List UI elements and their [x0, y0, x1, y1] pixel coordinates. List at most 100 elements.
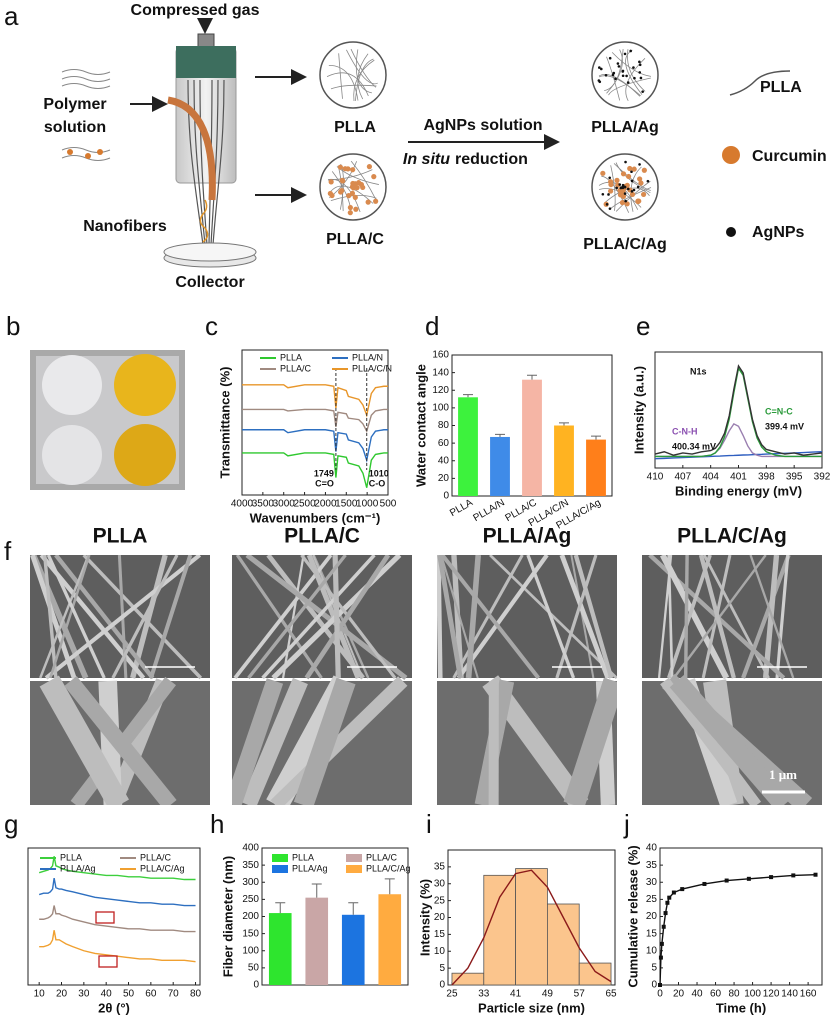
sem-fiber [775, 555, 790, 679]
panel-letter: a [4, 1, 19, 31]
agnp-dot [616, 62, 620, 65]
series-line [39, 905, 196, 933]
legend-agnp [726, 227, 736, 237]
x-tick-label: 0 [657, 989, 663, 1000]
series-line [38, 856, 196, 881]
process-label: AgNPs solution [423, 117, 542, 134]
sem-fiber [573, 555, 614, 679]
annotation: N1s [690, 366, 707, 376]
sem-fiber [54, 555, 155, 680]
y-tick-label: 15 [434, 929, 446, 940]
agnp-dot [617, 65, 621, 68]
agnp-dot [614, 77, 617, 81]
sem-fiber [698, 555, 736, 679]
agnp-dot [626, 81, 630, 84]
error-bar [591, 435, 601, 440]
point [724, 878, 729, 883]
y-tick-label: 5 [651, 963, 657, 974]
sem-fiber [261, 555, 376, 680]
sample-label: PLLA/C [326, 231, 384, 248]
x-tick-label: 1000 [356, 499, 379, 510]
curcumin-dot [608, 188, 614, 194]
panel-letter: j [623, 809, 630, 839]
peak-value: 1749 [314, 468, 334, 478]
sem-fiber [749, 555, 795, 679]
sem-fiber [657, 555, 673, 679]
sem-fiber [660, 677, 762, 805]
sem-fiber [49, 555, 91, 679]
y-tick-label: 5 [439, 963, 445, 974]
y-tick-label: 140 [432, 367, 449, 378]
fiber-icon [330, 84, 377, 90]
agnp-dot [624, 160, 627, 164]
x-tick-label: 4000 [231, 499, 254, 510]
x-tick-label: 120 [763, 989, 780, 1000]
x-axis-title: Binding energy (mV) [675, 483, 802, 498]
curcumin-dot [620, 171, 627, 177]
sample-icons [319, 41, 659, 221]
panel-letter: g [4, 809, 18, 839]
x-tick-label: 70 [168, 989, 180, 1000]
label: solution [44, 119, 106, 136]
curcumin-dot [600, 170, 606, 176]
x-tick-label: PLLA/N [471, 497, 506, 524]
fiber-icon [608, 77, 651, 96]
panel-letter: d [425, 311, 439, 341]
bar [378, 894, 402, 985]
tube [167, 96, 216, 201]
fiber-icon [627, 49, 646, 92]
agnp-dot [621, 69, 625, 73]
curcumin-dot [352, 194, 358, 200]
y-axis-title: Intensity (%) [417, 879, 432, 956]
x-tick-label: 404 [702, 472, 719, 483]
y-tick-label: 120 [432, 385, 449, 396]
bar [483, 874, 516, 986]
x-tick-label: 160 [800, 989, 817, 1000]
legend-label: PLLA/C [280, 363, 312, 373]
legend-label: PLLA [60, 852, 82, 862]
sem-fiber [741, 555, 791, 679]
y-tick-label: 40 [646, 843, 658, 854]
curcumin-dot [349, 190, 356, 196]
legend-label: PLLA [760, 79, 802, 96]
agnp-dot [605, 203, 609, 206]
agnp-dot [636, 185, 640, 189]
legend-swatch [346, 854, 362, 862]
sem-label: PLLA/Ag [483, 525, 572, 548]
sem-fiber [30, 555, 89, 680]
y-tick-label: 0 [443, 491, 449, 502]
photo [30, 350, 185, 490]
curcumin-dot [641, 167, 647, 173]
x-axis-title: Wavenumbers (cm⁻¹) [250, 510, 381, 525]
series-line [242, 384, 388, 418]
bar [305, 897, 329, 985]
legend-label: PLLA/Ag [292, 863, 328, 873]
sem-fiber [659, 555, 730, 680]
panel-letter: h [210, 809, 224, 839]
fiber-icon [338, 53, 343, 99]
collector-dish [163, 242, 257, 262]
sem-fiber [270, 676, 408, 805]
fiber-icon [601, 175, 630, 213]
point [659, 941, 664, 946]
agnp-dot [641, 90, 644, 93]
sample-label: PLLA/Ag [591, 119, 659, 136]
curcumin-dot [624, 201, 630, 207]
fiber-icon [611, 52, 652, 77]
fiber [199, 199, 209, 243]
legend-label: Curcumin [752, 148, 827, 165]
curcumin-dot [337, 164, 344, 170]
series-line [654, 451, 823, 460]
agnp-dot [604, 74, 608, 77]
y-tick-label: 35 [434, 862, 446, 873]
sem-fiber [666, 555, 712, 679]
sem-fiber [669, 674, 792, 805]
legend-fiber [729, 70, 791, 96]
process-label: In situ [403, 151, 450, 168]
x-tick-label: 40 [691, 989, 703, 1000]
panel-letter: e [636, 311, 650, 341]
legend-swatch [272, 865, 288, 873]
legend-swatch [272, 854, 288, 862]
agnp-dot [624, 199, 627, 203]
curcumin-dot [371, 174, 377, 180]
